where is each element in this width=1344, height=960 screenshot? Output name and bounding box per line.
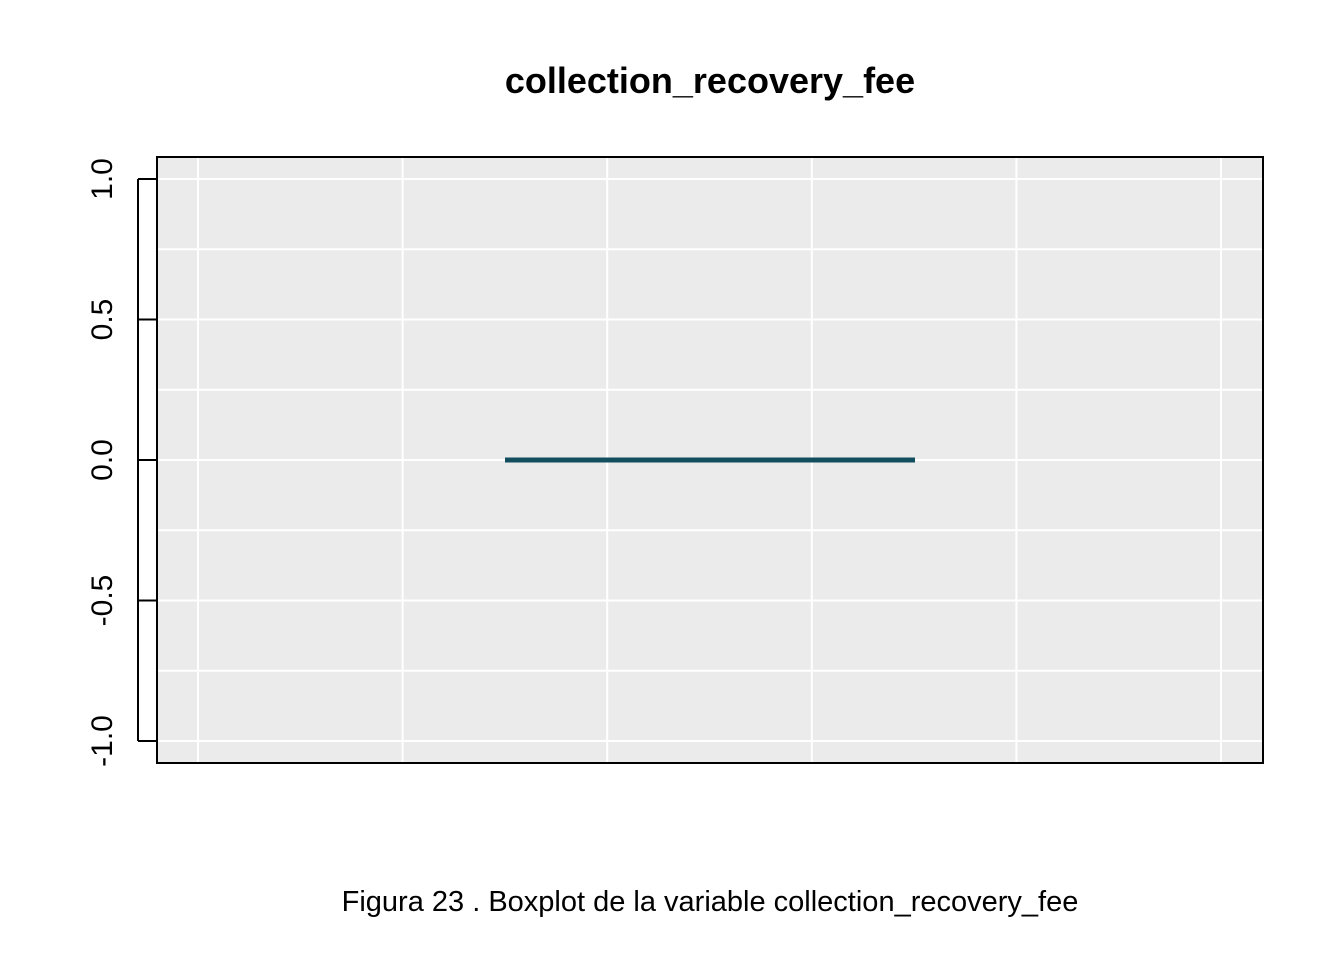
chart-title: collection_recovery_fee [505, 60, 915, 101]
y-tick-label: -0.5 [86, 575, 119, 627]
y-tick-label: 0.5 [86, 299, 119, 341]
y-axis: -1.0 -0.5 0.0 0.5 1.0 [86, 158, 157, 767]
figure-caption: Figura 23 . Boxplot de la variable colle… [342, 886, 1079, 918]
y-tick-label: 0.0 [86, 439, 119, 481]
y-tick-label: -1.0 [86, 715, 119, 767]
y-tick-label: 1.0 [86, 158, 119, 200]
